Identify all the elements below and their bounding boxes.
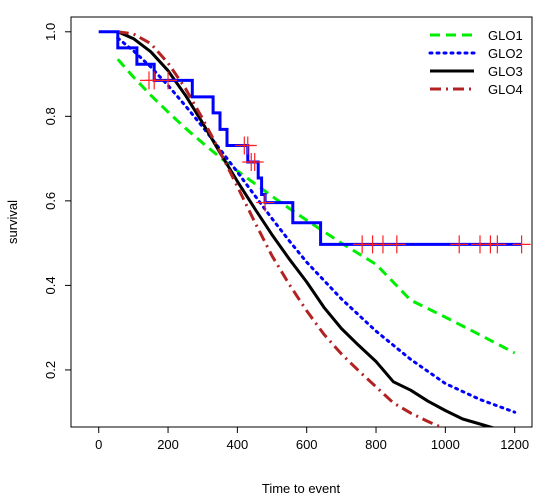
- x-tick-label: 600: [296, 437, 318, 452]
- censor-mark: [450, 235, 469, 254]
- y-axis-label: survival: [5, 200, 20, 244]
- censor-mark: [256, 193, 275, 212]
- y-tick-label: 0.6: [43, 192, 58, 210]
- series-line-glo2: [116, 36, 517, 414]
- legend-item-glo4: GLO4: [430, 82, 523, 97]
- legend-item-glo3: GLO3: [430, 64, 523, 79]
- model-curves: [116, 30, 517, 427]
- censor-marks: [139, 71, 531, 254]
- legend: GLO1 GLO2 GLO3 GLO4: [428, 28, 523, 97]
- y-axis: 0.2 0.4 0.6 0.8 1.0: [43, 23, 71, 379]
- legend-item-glo2: GLO2: [428, 46, 523, 61]
- legend-label: GLO1: [488, 28, 523, 43]
- y-tick-label: 0.2: [43, 361, 58, 379]
- x-tick-label: 200: [157, 437, 179, 452]
- series-line-glo3: [117, 30, 496, 427]
- y-tick-label: 1.0: [43, 23, 58, 41]
- legend-label: GLO2: [488, 46, 523, 61]
- series-line-glo1: [116, 58, 516, 355]
- censor-mark: [488, 235, 507, 254]
- plot-frame: [70, 16, 533, 428]
- censor-mark: [512, 235, 531, 254]
- legend-label: GLO3: [488, 64, 523, 79]
- legend-item-glo1: GLO1: [430, 28, 523, 43]
- y-tick-label: 0.4: [43, 276, 58, 294]
- x-tick-label: 1000: [431, 437, 460, 452]
- x-tick-label: 800: [365, 437, 387, 452]
- x-tick-label: 0: [95, 437, 102, 452]
- censor-mark: [159, 71, 178, 90]
- x-tick-label: 1200: [500, 437, 529, 452]
- series-line-glo4: [117, 30, 445, 427]
- x-axis-label: Time to event: [262, 481, 341, 496]
- y-tick-label: 0.8: [43, 107, 58, 125]
- x-axis: 0 200 400 600 800 1000 1200: [95, 427, 529, 452]
- legend-label: GLO4: [488, 82, 523, 97]
- censor-mark: [238, 136, 257, 155]
- censor-mark: [245, 152, 264, 171]
- x-tick-label: 400: [227, 437, 249, 452]
- km-step-line: [98, 30, 522, 246]
- censor-mark: [387, 235, 406, 254]
- kaplan-meier-curve: [98, 30, 522, 246]
